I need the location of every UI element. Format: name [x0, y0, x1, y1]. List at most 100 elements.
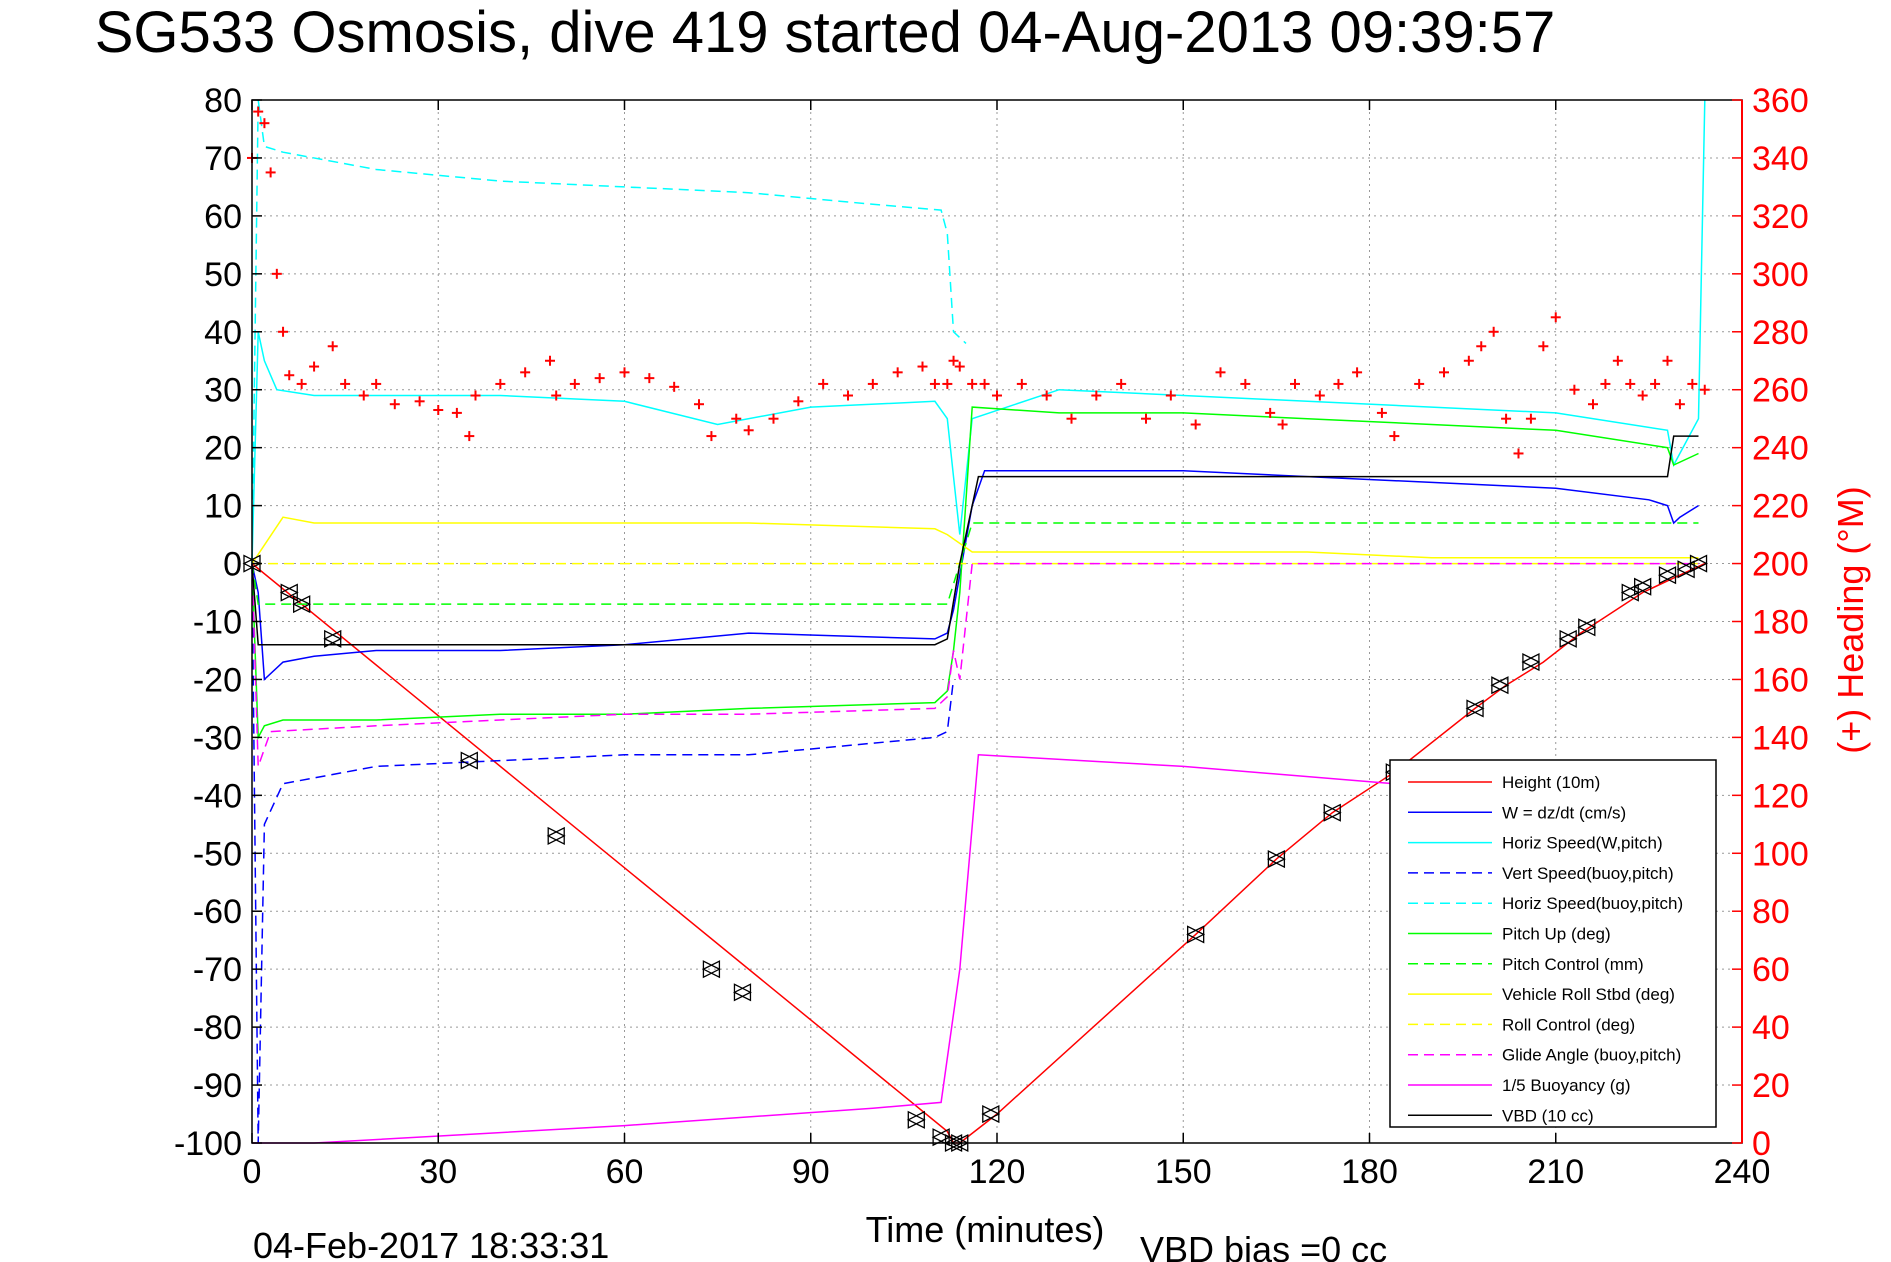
heading-point — [1476, 341, 1487, 352]
heading-point — [433, 405, 444, 416]
heading-point — [358, 390, 369, 401]
heading-point — [1265, 407, 1276, 418]
heading-point — [371, 378, 382, 389]
x-tick-label: 180 — [1341, 1153, 1398, 1191]
heading-point — [1352, 367, 1363, 378]
heading-point — [706, 431, 717, 442]
series-layer — [251, 99, 1706, 1144]
heading-point — [569, 378, 580, 389]
y2-tick-label: 340 — [1752, 140, 1809, 178]
heading-point — [1569, 384, 1580, 395]
heading-point — [1699, 384, 1710, 395]
series-line-7 — [251, 516, 1699, 565]
series-line-2 — [251, 99, 1706, 564]
y-tick-label: 70 — [204, 140, 242, 178]
legend-label-8: Roll Control (deg) — [1502, 1015, 1635, 1034]
x-tick-label: 60 — [606, 1153, 644, 1191]
heading-layer — [247, 106, 1710, 459]
footer-vbd-bias: VBD bias =0 cc — [1140, 1229, 1387, 1262]
x-tick-label: 150 — [1155, 1153, 1212, 1191]
y2-tick-label: 20 — [1752, 1067, 1790, 1105]
y2-tick-label: 0 — [1752, 1125, 1771, 1163]
heading-point — [867, 378, 878, 389]
heading-point — [1538, 341, 1549, 352]
legend-label-0: Height (10m) — [1502, 773, 1600, 792]
x-tick-label: 210 — [1527, 1153, 1584, 1191]
heading-point — [545, 355, 555, 366]
y2-tick-label: 320 — [1752, 198, 1809, 236]
legend-label-2: Horiz Speed(W,pitch) — [1502, 834, 1663, 853]
heading-point — [271, 268, 282, 279]
legend-label-4: Horiz Speed(buoy,pitch) — [1502, 894, 1683, 913]
heading-point — [340, 378, 351, 389]
y2-tick-label: 120 — [1752, 777, 1809, 815]
heading-point — [389, 399, 400, 410]
y-tick-label: -30 — [193, 719, 242, 757]
x-tick-label: 120 — [969, 1153, 1026, 1191]
heading-point — [793, 396, 804, 407]
heading-point — [1414, 378, 1425, 389]
heading-point — [414, 396, 425, 407]
profile-marker — [1465, 699, 1485, 718]
y-tick-label: -10 — [193, 604, 242, 642]
legend-label-5: Pitch Up (deg) — [1502, 925, 1611, 944]
heading-point — [451, 407, 462, 418]
x-axis-label: Time (minutes) — [866, 1209, 1105, 1250]
profile-marker — [1689, 554, 1708, 573]
heading-point — [1116, 378, 1127, 389]
heading-point — [1290, 378, 1300, 389]
heading-point — [551, 390, 562, 401]
y-tick-label: 30 — [204, 372, 242, 410]
heading-point — [1501, 413, 1512, 424]
profile-marker — [1490, 676, 1510, 695]
y-tick-label: -60 — [193, 893, 242, 931]
series-line-1 — [251, 470, 1699, 682]
series-line-9 — [251, 562, 1699, 767]
heading-point — [768, 413, 779, 424]
heading-point — [464, 431, 475, 442]
y2-tick-label: 180 — [1752, 604, 1809, 642]
y-tick-label: 50 — [204, 256, 242, 294]
heading-point — [296, 378, 307, 389]
y2-tick-label: 280 — [1752, 314, 1809, 352]
heading-point — [594, 373, 605, 384]
heading-point — [278, 326, 289, 337]
legend-label-10: 1/5 Buoyancy (g) — [1502, 1076, 1631, 1095]
y2-tick-label: 240 — [1752, 430, 1809, 468]
legend-box — [1389, 759, 1717, 1128]
y-tick-label: -100 — [174, 1125, 242, 1163]
axis-ticks: 0 30 60 90 120 150 180 210 24080706050403020100-… — [174, 82, 1809, 1191]
profile-marker — [546, 826, 566, 845]
y-tick-label: 0 — [223, 546, 242, 584]
heading-point — [259, 118, 270, 129]
heading-point — [1041, 390, 1052, 401]
y2-tick-label: 220 — [1752, 488, 1809, 526]
heading-point — [644, 373, 655, 384]
heading-point — [948, 355, 959, 366]
heading-point — [992, 390, 1002, 401]
heading-point — [1662, 355, 1673, 366]
footer-timestamp: 04-Feb-2017 18:33:31 — [253, 1225, 609, 1262]
legend-label-6: Pitch Control (mm) — [1502, 955, 1644, 974]
legend-label-7: Vehicle Roll Stbd (deg) — [1502, 985, 1675, 1004]
heading-point — [1588, 399, 1598, 410]
heading-point — [495, 378, 506, 389]
heading-point — [1389, 431, 1400, 442]
heading-point — [1141, 413, 1151, 424]
y2-tick-label: 40 — [1752, 1009, 1790, 1047]
y-tick-label: -50 — [193, 835, 242, 873]
profile-marker — [323, 629, 343, 648]
heading-point — [694, 399, 704, 410]
y2-tick-label: 100 — [1752, 835, 1809, 873]
series-line-3 — [251, 563, 955, 1144]
heading-point — [743, 425, 754, 436]
y-tick-label: 40 — [204, 314, 242, 352]
y2-tick-label: 360 — [1752, 82, 1809, 120]
heading-point — [1600, 378, 1611, 389]
y2-tick-label: 300 — [1752, 256, 1809, 294]
legend-label-11: VBD (10 cc) — [1502, 1106, 1594, 1125]
profile-marker — [1558, 629, 1578, 648]
heading-point — [1066, 413, 1077, 424]
series-line-4 — [251, 99, 967, 564]
y2-tick-label: 140 — [1752, 719, 1809, 757]
